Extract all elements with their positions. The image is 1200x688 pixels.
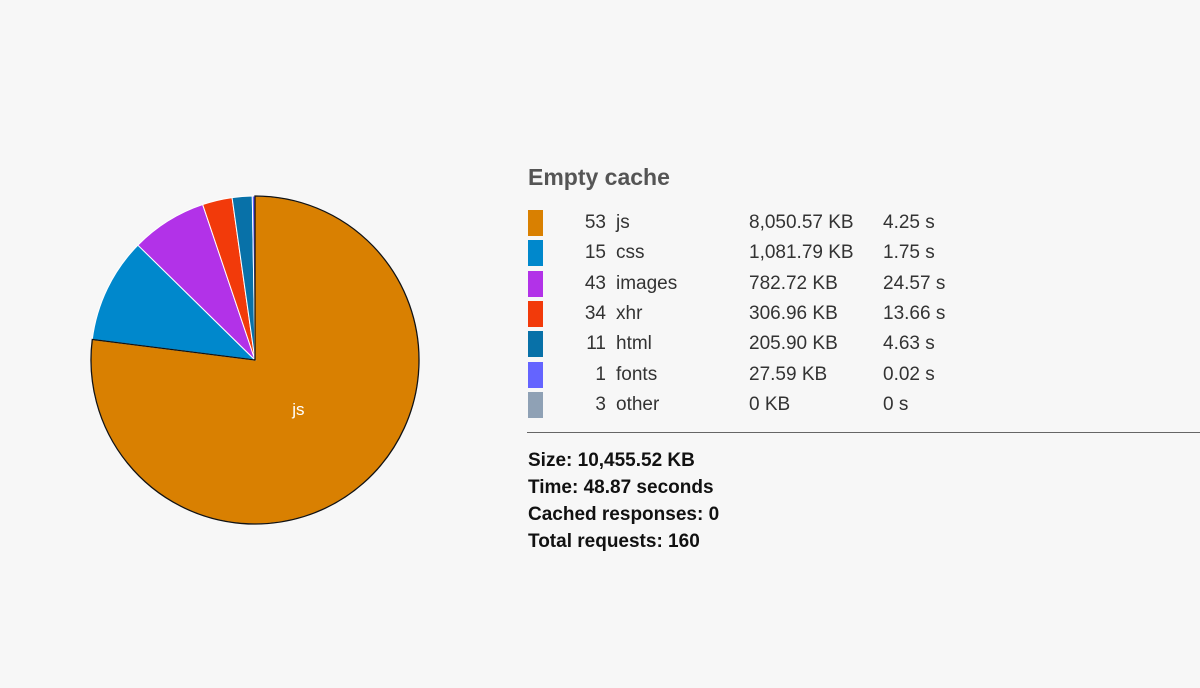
pie-chart: js [90,195,420,525]
legend-swatch-xhr [528,299,568,329]
request-count: 15 [584,242,606,264]
resource-time: 0.02 s [883,363,935,385]
resource-size: 8,050.57 KB [749,212,854,234]
request-count: 3 [595,393,606,415]
row-images: 43 images 782.72 KB 24.57 s [528,269,1003,299]
legend-swatch-html [528,329,568,359]
resource-time: 4.25 s [883,212,935,234]
pie-slice-label: js [291,400,304,419]
request-count: 1 [595,363,606,385]
resource-type: js [616,212,630,234]
resource-size: 0 KB [749,393,791,415]
row-html: 11 html 205.90 KB 4.63 s [528,329,1003,359]
pie-slice-css [91,244,257,361]
resource-time: 24.57 s [883,272,946,294]
request-count: 34 [584,303,606,325]
panel-title: Empty cache [528,164,670,190]
legend-swatch-js [528,208,568,238]
resource-time: 4.63 s [883,333,935,355]
resource-type: images [616,272,678,294]
resource-type: fonts [616,363,658,385]
resource-time: 1.75 s [883,242,935,264]
resource-size: 306.96 KB [749,303,838,325]
resource-size: 1,081.79 KB [749,242,854,264]
pie-slice-outline-js [90,195,420,525]
resource-type: other [616,393,660,415]
swatch-js [528,210,543,237]
row-css: 15 css 1,081.79 KB 1.75 s [528,238,1003,268]
swatch-xhr [528,301,543,328]
request-count: 53 [584,212,606,234]
request-count: 11 [586,333,606,355]
legend-swatch-fonts [528,359,568,389]
request-count: 43 [584,272,606,294]
resource-type: xhr [616,303,643,325]
resource-type: html [616,333,652,355]
legend-swatch-css [528,238,568,268]
total-requests: Total requests: 160 [528,531,700,553]
resource-size: 27.59 KB [749,363,828,385]
resource-type: css [616,242,645,264]
totals-summary: Size: 10,455.52 KB Time: 48.87 seconds C… [527,447,1200,555]
breakdown-table: 53 js 8,050.57 KB 4.25 s 15 css 1,081.79 KB 1.7… [528,208,1003,420]
resource-size: 205.90 KB [749,333,838,355]
legend-swatch-other [528,390,568,420]
cached-responses: Cached responses: 0 [528,504,720,526]
cache-summary-panel: Empty cache 53 js 8,050.57 KB 4.25 s 15 css 1,… [527,162,1200,555]
row-other: 3 other 0 KB 0 s [528,390,1003,420]
swatch-other [528,391,543,418]
total-time: Time: 48.87 seconds [528,477,714,499]
row-js: 53 js 8,050.57 KB 4.25 s [528,208,1003,238]
swatch-fonts [528,361,543,388]
legend-swatch-images [528,269,568,299]
swatch-css [528,240,543,267]
total-size: Size: 10,455.52 KB [528,450,695,472]
swatch-html [528,331,543,358]
swatch-images [528,270,543,297]
row-xhr: 34 xhr 306.96 KB 13.66 s [528,299,1003,329]
resource-time: 13.66 s [883,303,946,325]
resource-time: 0 s [883,393,909,415]
resource-size: 782.72 KB [749,272,838,294]
row-fonts: 1 fonts 27.59 KB 0.02 s [528,359,1003,389]
divider [527,432,1200,434]
